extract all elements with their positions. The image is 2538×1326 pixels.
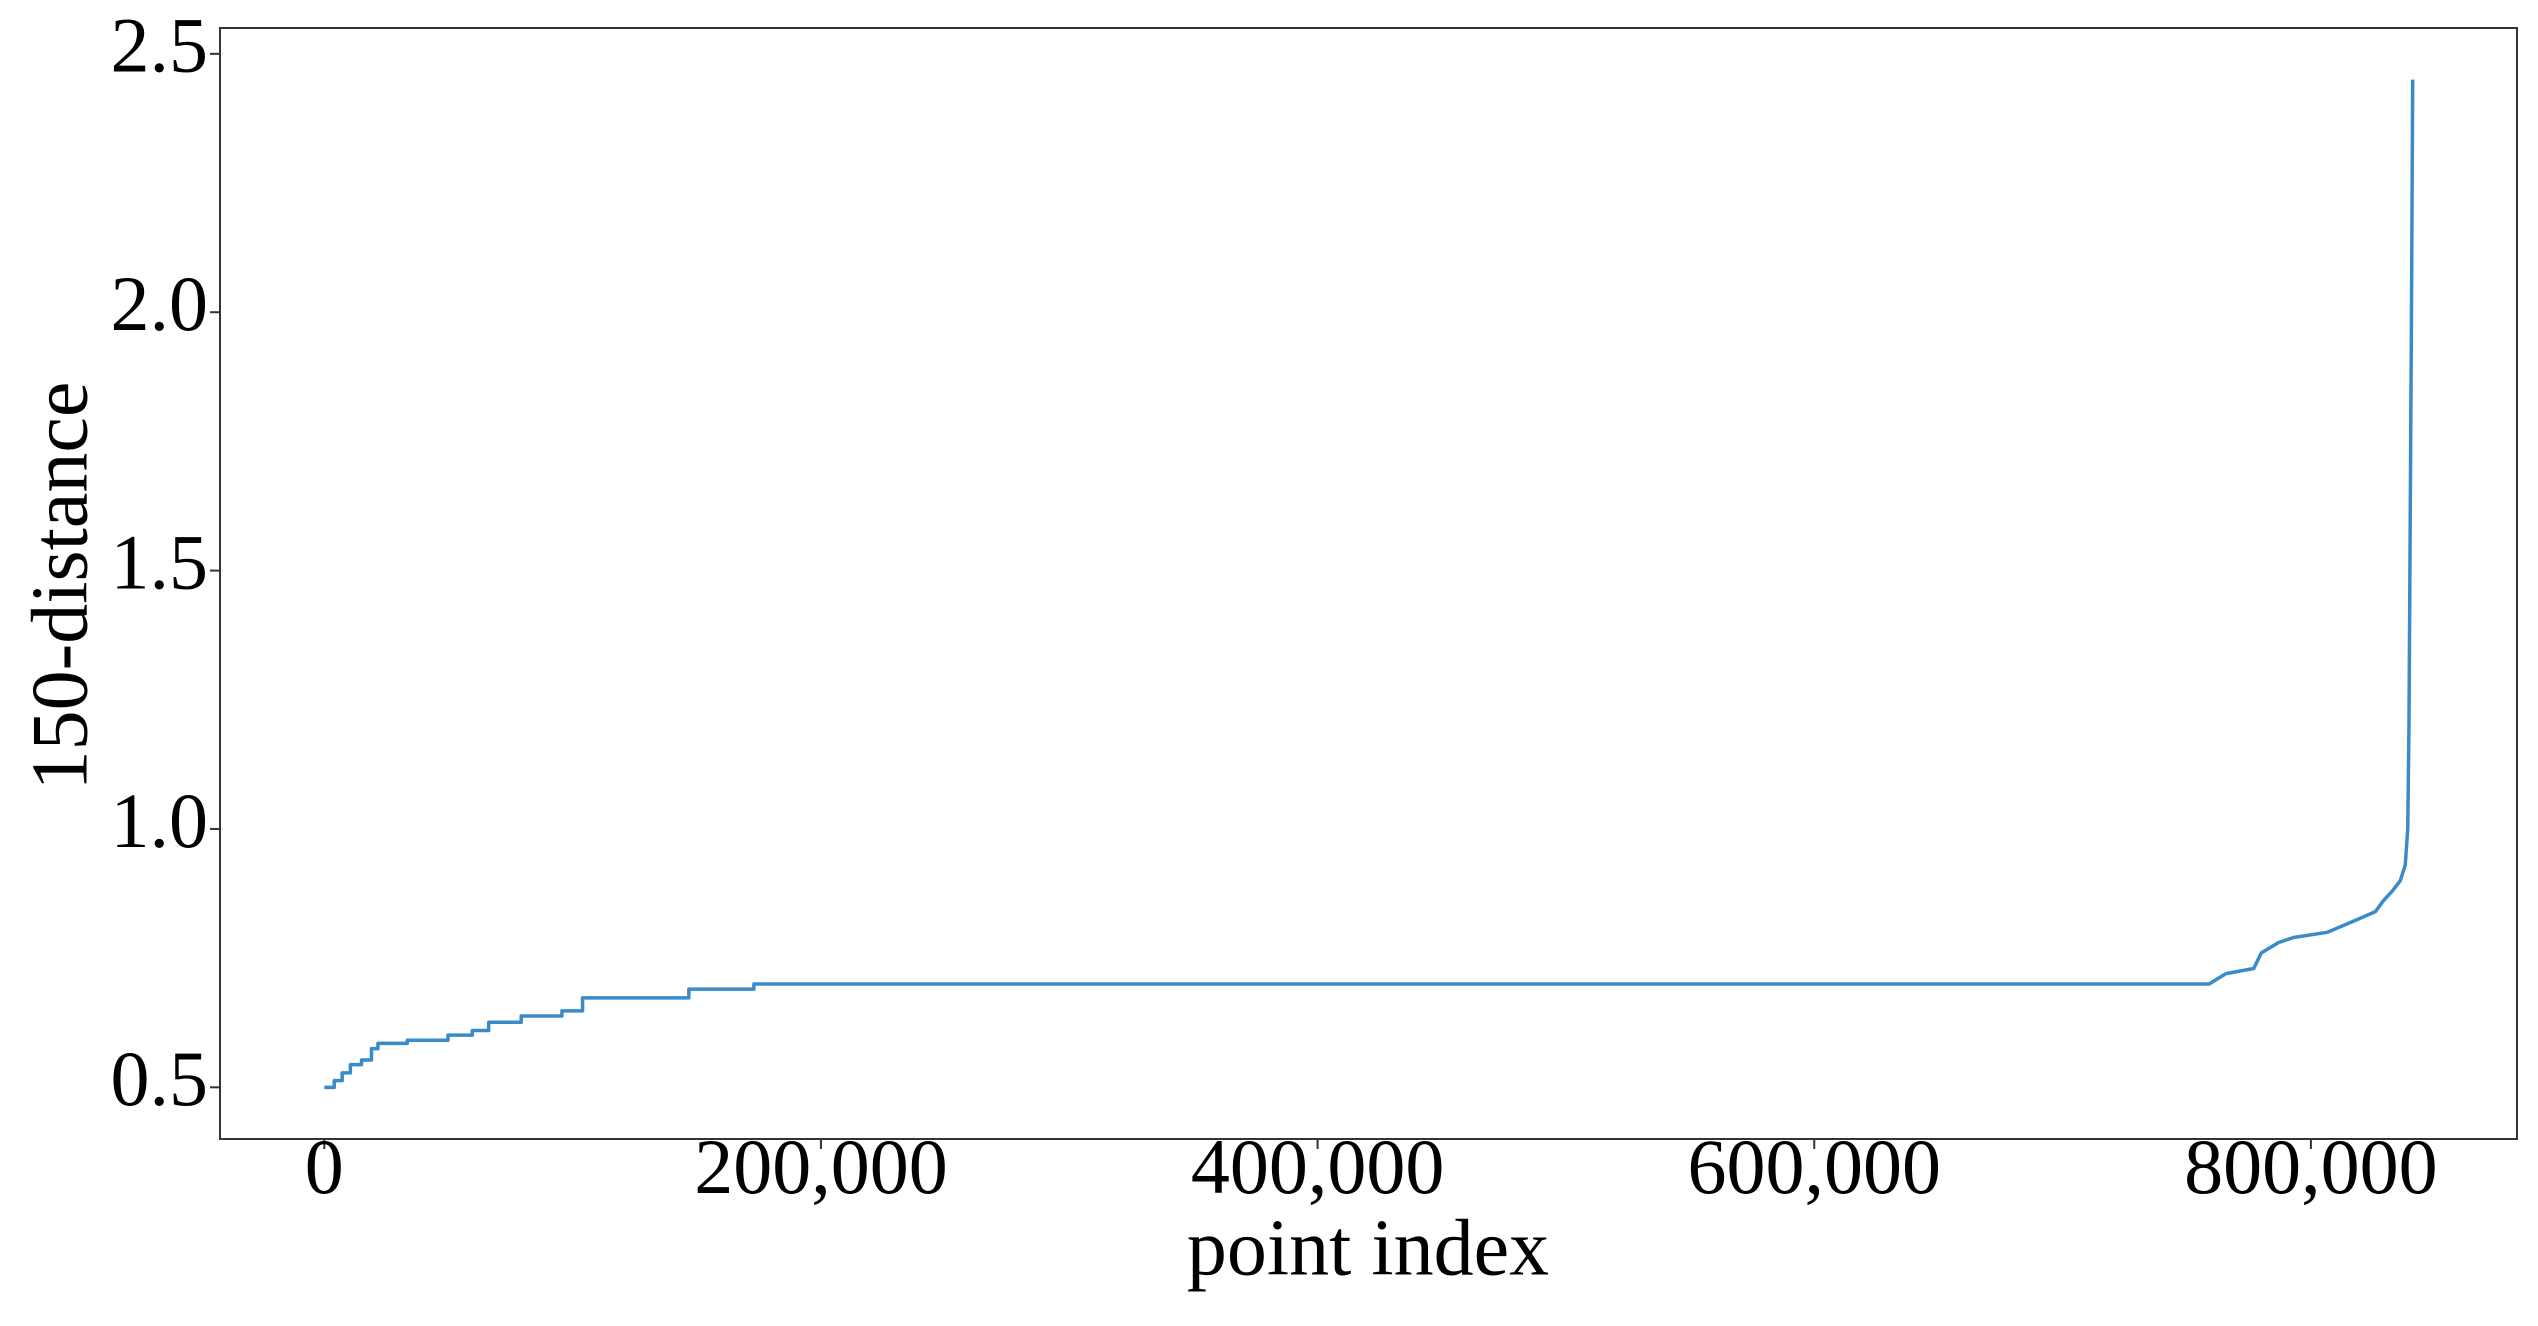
y-tick-label: 1.0	[111, 777, 209, 864]
data-line	[324, 79, 2415, 1090]
x-tick-label: 0	[305, 1123, 344, 1210]
x-tick-label: 600,000	[1687, 1123, 1941, 1210]
x-tick-label: 800,000	[2184, 1123, 2438, 1210]
y-tick-label: 2.0	[111, 260, 209, 347]
y-axis-label: 150-distance	[16, 382, 104, 791]
x-axis-label: point index	[1187, 1204, 1549, 1292]
x-tick-label: 400,000	[1191, 1123, 1445, 1210]
x-tick-label: 200,000	[694, 1123, 948, 1210]
y-tick-label: 0.5	[111, 1035, 209, 1122]
plot-frame	[219, 27, 2518, 1140]
y-tick-label: 1.5	[111, 518, 209, 605]
y-tick-label: 2.5	[111, 2, 209, 89]
